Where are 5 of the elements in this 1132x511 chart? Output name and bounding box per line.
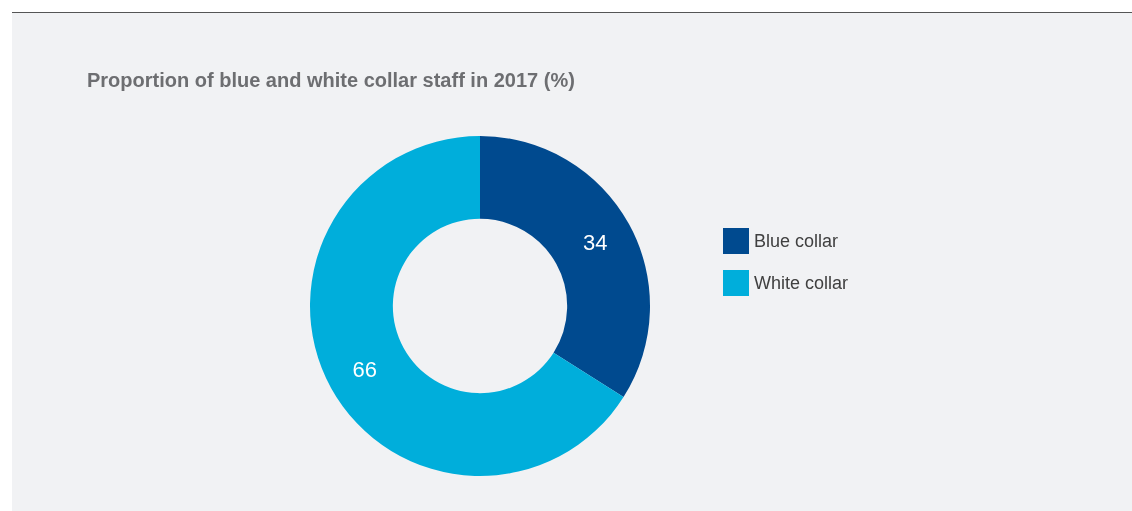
legend-label: Blue collar — [754, 231, 839, 251]
data-label: 34 — [583, 230, 608, 256]
legend-label: White collar — [754, 273, 849, 293]
chart-title: Proportion of blue and white collar staff in 2017 (%) — [87, 69, 575, 91]
data-label: 66 — [352, 356, 377, 382]
